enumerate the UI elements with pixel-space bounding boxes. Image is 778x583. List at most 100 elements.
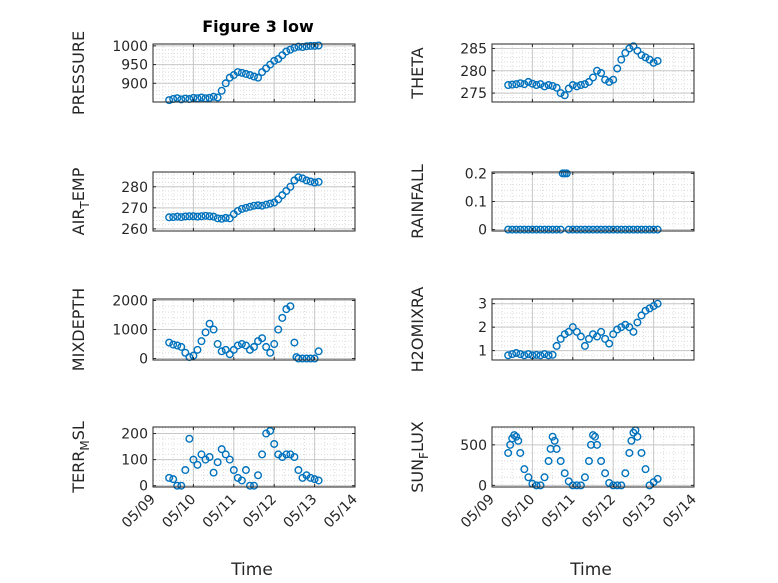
data-point — [593, 332, 602, 341]
data-point — [294, 466, 303, 475]
data-point — [552, 83, 561, 92]
y-tick-label: 0.2 — [465, 166, 487, 182]
y-tick-label: 1000 — [112, 39, 148, 55]
data-point — [568, 81, 577, 90]
data-point — [197, 450, 206, 459]
y-axis-label: RAINFALL — [408, 164, 427, 239]
data-point — [241, 466, 250, 475]
series-markers — [165, 173, 323, 223]
data-point — [189, 455, 198, 464]
data-point — [584, 77, 593, 86]
y-tick-label: 900 — [121, 76, 148, 92]
data-point — [169, 213, 178, 222]
data-point — [617, 323, 626, 332]
data-point — [181, 212, 190, 221]
data-point — [306, 177, 315, 186]
data-point — [262, 200, 271, 209]
data-point — [597, 327, 606, 336]
data-point — [249, 342, 258, 351]
data-point — [540, 473, 549, 482]
data-point — [302, 354, 311, 363]
data-point — [597, 225, 606, 234]
data-point — [609, 75, 618, 84]
figure-title: Figure 3 low — [202, 17, 314, 36]
data-point — [165, 473, 174, 482]
data-point — [536, 481, 545, 490]
y-tick-label: 280 — [460, 64, 487, 80]
subplot-6: 1 2 3 H2OMIXRA — [408, 287, 695, 373]
data-point — [584, 225, 593, 234]
axes-box — [491, 43, 695, 103]
data-point — [512, 225, 521, 234]
data-point — [550, 436, 559, 445]
data-point — [193, 460, 202, 469]
data-point — [221, 79, 230, 88]
data-point — [508, 80, 517, 89]
data-point — [181, 348, 190, 357]
data-point — [568, 323, 577, 332]
y-axis-label: MIXDEPTH — [69, 288, 88, 371]
subplot-5: 0 1000 2000 MIXDEPTH — [69, 288, 356, 371]
data-point — [185, 434, 194, 443]
data-point — [568, 225, 577, 234]
data-point — [556, 89, 565, 98]
y-tick-label: 3 — [478, 297, 487, 313]
data-point — [217, 214, 226, 223]
data-point — [520, 351, 529, 360]
data-point — [270, 56, 279, 65]
data-point — [568, 481, 577, 490]
y-axis-label: TERRMSL — [69, 421, 92, 494]
data-point — [209, 92, 218, 101]
data-point — [597, 457, 606, 466]
data-point — [193, 345, 202, 354]
data-point — [580, 80, 589, 89]
data-point — [528, 225, 537, 234]
data-point — [621, 48, 630, 57]
data-point — [641, 225, 650, 234]
data-point — [193, 212, 202, 221]
y-tick-label: 0 — [478, 478, 487, 494]
data-point — [201, 328, 210, 337]
data-point — [306, 41, 315, 50]
data-point — [294, 354, 303, 363]
data-point — [548, 225, 557, 234]
data-point — [177, 213, 186, 222]
data-point — [625, 323, 634, 332]
data-point — [536, 351, 545, 360]
y-axis-label: H2OMIXRA — [408, 287, 427, 373]
data-point — [306, 473, 315, 482]
data-point — [576, 225, 585, 234]
data-point — [562, 169, 571, 178]
data-point — [621, 469, 630, 478]
y-tick-label: 280 — [121, 180, 148, 196]
data-point — [233, 68, 242, 77]
data-point — [310, 475, 319, 484]
data-point — [290, 453, 299, 462]
data-point — [593, 440, 602, 449]
data-point — [512, 432, 521, 441]
data-point — [290, 338, 299, 347]
y-tick-label: 2 — [478, 320, 487, 336]
y-axis-label: THETA — [408, 47, 427, 99]
y-tick-label: 2000 — [112, 293, 148, 309]
data-point — [237, 68, 246, 77]
data-point — [540, 225, 549, 234]
data-point — [637, 448, 646, 457]
y-tick-label: 0.1 — [465, 195, 487, 211]
axes-box — [491, 426, 695, 488]
data-point — [520, 80, 529, 89]
data-point — [591, 432, 600, 441]
data-point — [221, 345, 230, 354]
x-axis-label: Time — [230, 560, 273, 580]
data-point — [552, 341, 561, 350]
data-point — [173, 212, 182, 221]
data-point — [528, 79, 537, 88]
data-point — [593, 66, 602, 75]
data-point — [649, 225, 658, 234]
data-point — [516, 225, 525, 234]
data-point — [572, 225, 581, 234]
data-point — [201, 211, 210, 220]
axes-box — [491, 298, 695, 361]
